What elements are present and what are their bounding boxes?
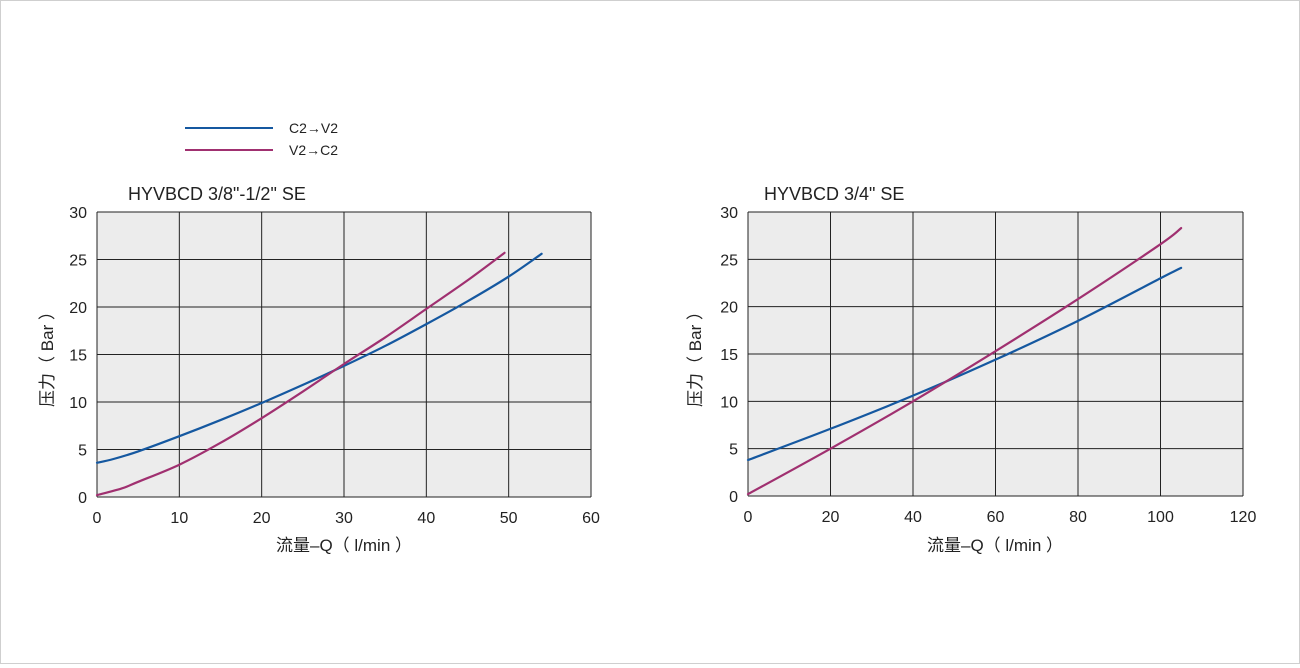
y-tick-label: 0 xyxy=(729,489,738,506)
y-tick-label: 25 xyxy=(720,252,738,269)
y-tick-label: 20 xyxy=(720,300,738,317)
x-tick-label: 20 xyxy=(822,509,840,526)
chart-left: HYVBCD 3/8"-1/2" SE 0 10 20 30 40 50 60 0 5 10 15 2… xyxy=(38,184,600,555)
series-line-v2-c2 xyxy=(95,251,506,497)
y-tick-label: 5 xyxy=(729,442,738,459)
y-tick-label: 15 xyxy=(720,347,738,364)
x-axis-label: 流量–Q（ l/min ） xyxy=(276,536,412,555)
chart-right: HYVBCD 3/4" SE 0 20 40 60 80 100 120 0 5 10 15 20 25… xyxy=(686,184,1256,555)
series-line-v2-c2 xyxy=(746,226,1183,496)
y-tick-label: 20 xyxy=(69,300,87,317)
legend: C2→V2 V2→C2 xyxy=(185,120,338,158)
legend-label-c2-v2: C2→V2 xyxy=(289,120,338,136)
x-tick-label: 100 xyxy=(1147,509,1174,526)
y-tick-label: 5 xyxy=(78,443,87,460)
x-axis-label: 流量–Q（ l/min ） xyxy=(927,536,1063,555)
x-tick-label: 30 xyxy=(335,510,353,527)
chart-title: HYVBCD 3/4" SE xyxy=(764,184,904,204)
x-tick-label: 40 xyxy=(417,510,435,527)
y-axis-label: 压力（ Bar ） xyxy=(38,303,57,407)
chart-title: HYVBCD 3/8"-1/2" SE xyxy=(128,184,306,204)
y-tick-label: 10 xyxy=(69,395,87,412)
x-tick-label: 80 xyxy=(1069,509,1087,526)
series-line-c2-v2 xyxy=(95,252,543,464)
legend-label-v2-c2: V2→C2 xyxy=(289,142,338,158)
x-tick-label: 0 xyxy=(93,510,102,527)
x-tick-label: 0 xyxy=(744,509,753,526)
y-tick-label: 10 xyxy=(720,394,738,411)
x-tick-label: 60 xyxy=(582,510,600,527)
x-tick-label: 40 xyxy=(904,509,922,526)
x-tick-label: 60 xyxy=(987,509,1005,526)
plot-area: 0 10 20 30 40 50 60 0 5 10 15 20 25 30 xyxy=(69,205,600,527)
y-tick-label: 25 xyxy=(69,253,87,270)
x-tick-label: 50 xyxy=(500,510,518,527)
series-line-c2-v2 xyxy=(746,266,1183,462)
y-tick-label: 30 xyxy=(69,205,87,222)
x-tick-label: 120 xyxy=(1230,509,1257,526)
y-axis-label: 压力（ Bar ） xyxy=(686,303,705,407)
y-tick-label: 30 xyxy=(720,205,738,222)
y-tick-label: 15 xyxy=(69,348,87,365)
x-tick-label: 20 xyxy=(253,510,271,527)
plot-area: 0 20 40 60 80 100 120 0 5 10 15 20 25 30 xyxy=(720,205,1256,526)
y-tick-label: 0 xyxy=(78,490,87,507)
x-tick-label: 10 xyxy=(170,510,188,527)
